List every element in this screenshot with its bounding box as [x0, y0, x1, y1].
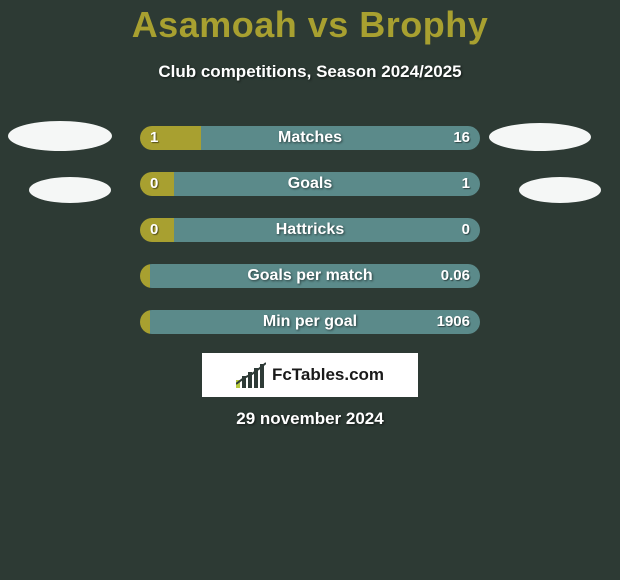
stat-bar-left	[140, 264, 150, 288]
stat-bar-right	[201, 126, 480, 150]
team-badge-left-2	[29, 177, 111, 203]
stat-bar-left	[140, 310, 150, 334]
stat-value-right: 1906	[437, 310, 470, 334]
stat-bar-right	[150, 264, 480, 288]
site-logo: FcTables.com	[202, 353, 418, 397]
stat-bar-right	[150, 310, 480, 334]
page-title: Asamoah vs Brophy	[0, 4, 620, 46]
site-logo-text: FcTables.com	[272, 365, 384, 385]
stat-bar-right	[174, 172, 480, 196]
stat-value-left: 1	[150, 126, 158, 150]
team-badge-left-1	[8, 121, 112, 151]
stat-value-left: 0	[150, 218, 158, 242]
stat-row: 01Goals	[140, 172, 480, 196]
stat-value-right: 1	[462, 172, 470, 196]
snapshot-date: 29 november 2024	[0, 409, 620, 429]
stat-value-right: 0.06	[441, 264, 470, 288]
comparison-infographic: Asamoah vs Brophy Club competitions, Sea…	[0, 0, 620, 580]
stat-row: 00Hattricks	[140, 218, 480, 242]
stat-bars: 116Matches01Goals00Hattricks0.06Goals pe…	[140, 126, 480, 356]
team-badge-right-2	[519, 177, 601, 203]
page-subtitle: Club competitions, Season 2024/2025	[0, 62, 620, 82]
team-badge-right-1	[489, 123, 591, 151]
stat-row: 116Matches	[140, 126, 480, 150]
stat-row: 0.06Goals per match	[140, 264, 480, 288]
stat-bar-right	[174, 218, 480, 242]
stat-row: 1906Min per goal	[140, 310, 480, 334]
stat-value-right: 16	[453, 126, 470, 150]
stat-value-left: 0	[150, 172, 158, 196]
bar-chart-icon	[236, 362, 266, 388]
stat-value-right: 0	[462, 218, 470, 242]
